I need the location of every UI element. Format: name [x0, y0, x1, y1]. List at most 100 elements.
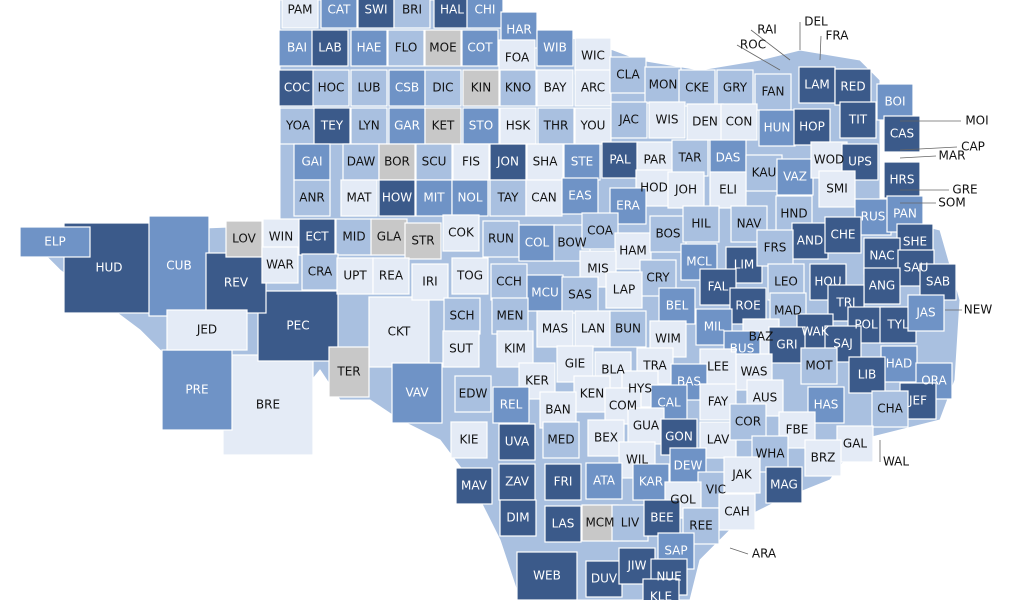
county — [618, 547, 656, 585]
counties: BRE HUD CUB PEC PRE CKT REV JED VAV WEB ELP TER PAM C… — [19, 0, 957, 604]
county — [378, 179, 416, 217]
county-label: LAM — [804, 78, 830, 92]
callout-line — [819, 35, 822, 61]
county-label: VAZ — [783, 170, 807, 184]
county — [298, 218, 336, 256]
county — [328, 346, 370, 398]
county-label: KLE — [650, 590, 672, 601]
county-label: RUS — [861, 210, 886, 224]
county — [609, 56, 647, 94]
county — [919, 263, 957, 301]
county — [281, 0, 319, 29]
county-label: TAR — [678, 151, 702, 165]
county-label: GAI — [301, 155, 322, 169]
county-label: STO — [469, 119, 493, 133]
county-label: VIC — [706, 483, 726, 497]
county — [610, 101, 648, 139]
callout-line — [750, 29, 791, 61]
county-label: CKT — [388, 325, 411, 339]
county — [839, 101, 877, 139]
county-label: JEF — [908, 394, 927, 408]
county — [499, 107, 537, 145]
county-label: CON — [726, 115, 753, 129]
county — [824, 216, 862, 254]
county — [424, 29, 462, 67]
county-label: TRA — [642, 359, 667, 373]
county-label: REV — [224, 276, 249, 290]
county-label: HIL — [691, 217, 711, 231]
county-label: WIC — [581, 49, 605, 63]
county-label: FRS — [764, 241, 787, 255]
county-label: GRI — [776, 338, 797, 352]
county-label: HOP — [799, 120, 825, 134]
county-label: REL — [500, 398, 523, 412]
county — [643, 499, 681, 537]
county-label: HAL — [440, 3, 464, 17]
county-label: EDW — [459, 387, 488, 401]
county-label: JAK — [731, 468, 753, 482]
county — [166, 309, 248, 351]
county — [340, 179, 378, 217]
county-label: SAJ — [833, 337, 853, 351]
county — [391, 362, 443, 424]
county — [372, 257, 410, 295]
county-label: WHA — [755, 447, 785, 461]
county-label: MOE — [429, 41, 456, 55]
county — [518, 224, 556, 262]
county-label: HOU — [814, 275, 841, 289]
county-label: COL — [525, 236, 550, 250]
county-label: BAY — [544, 81, 568, 95]
county-label: BAS — [677, 375, 701, 389]
county — [526, 274, 564, 312]
county — [261, 246, 299, 284]
county-label: ERA — [616, 199, 640, 213]
county — [489, 143, 527, 181]
county — [278, 69, 316, 107]
county — [536, 29, 574, 67]
county — [293, 179, 331, 217]
county-label: RED — [840, 80, 865, 94]
county-label: FRI — [554, 475, 573, 489]
county-label: MCM — [585, 516, 614, 530]
county-label: UPS — [848, 155, 872, 169]
county-label: BRE — [256, 398, 280, 412]
county — [536, 69, 574, 107]
county-label: ROE — [735, 299, 760, 313]
county-label: HND — [780, 207, 807, 221]
county-label: SWI — [364, 3, 387, 17]
county-label: ATA — [593, 474, 616, 488]
county — [257, 290, 339, 362]
county — [462, 69, 500, 107]
county-label: REE — [689, 519, 713, 533]
county-label: FOA — [505, 51, 530, 65]
county-label: LOV — [232, 232, 256, 246]
county-label: TAY — [496, 191, 519, 205]
county — [649, 215, 687, 253]
county — [863, 267, 901, 305]
county-label: SAS — [568, 288, 592, 302]
county — [667, 171, 705, 209]
county — [313, 107, 351, 145]
county — [455, 467, 493, 505]
county-label: ARC — [581, 81, 605, 95]
county — [880, 345, 918, 383]
county-label: MAS — [542, 322, 568, 336]
county — [393, 0, 431, 29]
county-label: DIC — [432, 81, 453, 95]
county-label: ANG — [869, 279, 895, 293]
county-label: BOS — [655, 227, 680, 241]
county-label: UPT — [343, 269, 367, 283]
county-label: GIE — [565, 357, 585, 371]
county — [320, 0, 358, 29]
county — [609, 310, 647, 348]
county-label: YOU — [580, 119, 606, 133]
county-label: ORA — [921, 374, 947, 388]
county-label: GRY — [723, 81, 748, 95]
county-label: WIB — [543, 41, 567, 55]
county — [482, 220, 520, 258]
county-label: DIM — [506, 511, 529, 525]
county-label: FAY — [708, 395, 729, 409]
county-label: SCU — [422, 155, 447, 169]
county-label: TYL — [886, 318, 909, 332]
